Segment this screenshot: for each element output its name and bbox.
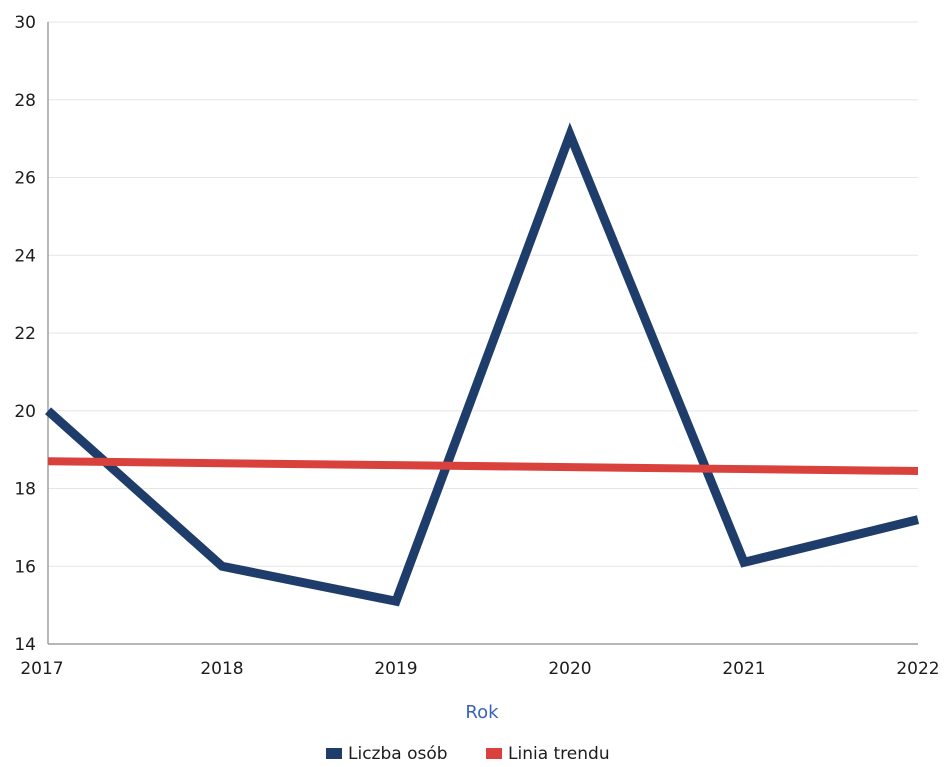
axes: [47, 22, 918, 645]
legend-linia-trendu-label: Linia trendu: [508, 744, 610, 764]
y-tick-label-16: 16: [14, 557, 36, 577]
x-tick-label-2017: 2017: [20, 659, 63, 679]
legend: Liczba osób Linia trendu: [326, 744, 610, 764]
series-line-liczba-osob: [45, 122, 920, 607]
y-tick-label-30: 30: [14, 13, 36, 33]
y-tick-label-20: 20: [14, 402, 36, 422]
x-axis-title: Rok: [465, 702, 499, 723]
legend-liczba-osob-label: Liczba osób: [348, 744, 448, 764]
gridlines: [48, 21, 918, 567]
legend-linia-trendu-swatch: [486, 748, 502, 759]
x-tick-label-2019: 2019: [374, 659, 417, 679]
x-tick-label-2020: 2020: [548, 659, 591, 679]
series-line-linia-trendu: [47, 457, 919, 476]
y-tick-labels: 14 16 18 20 22 24 26 28 30: [14, 13, 36, 655]
x-tick-label-2022: 2022: [896, 659, 939, 679]
x-tick-label-2018: 2018: [200, 659, 243, 679]
series-lines: [45, 122, 920, 607]
y-tick-label-14: 14: [14, 635, 36, 655]
y-tick-label-18: 18: [14, 480, 36, 500]
x-tick-labels: 2017 2018 2019 2020 2021 2022: [20, 659, 939, 679]
x-tick-label-2021: 2021: [722, 659, 765, 679]
legend-liczba-osob-swatch: [326, 748, 342, 759]
y-tick-label-26: 26: [14, 169, 36, 189]
y-tick-label-28: 28: [14, 91, 36, 111]
y-tick-label-24: 24: [14, 246, 36, 266]
y-tick-label-22: 22: [14, 324, 36, 344]
